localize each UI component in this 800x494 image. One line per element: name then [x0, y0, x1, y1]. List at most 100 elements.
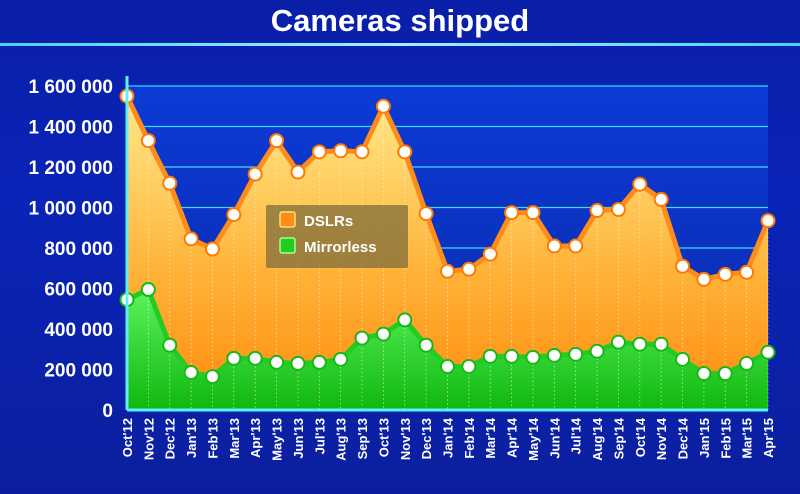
point-dslrs [568, 238, 584, 254]
legend: DSLRs Mirrorless [266, 205, 408, 268]
point-dslrs [760, 213, 776, 229]
y-tick-label: 1 600 000 [28, 77, 113, 98]
point-mirrorless [525, 349, 541, 365]
series-area-dslrs [127, 96, 768, 410]
x-tick-label: Sep'14 [611, 417, 626, 459]
x-tick-label: Dec'13 [419, 418, 434, 459]
point-dslrs [140, 133, 156, 149]
point-mirrorless [162, 337, 178, 353]
x-tick-label: Feb'14 [462, 417, 477, 458]
point-dslrs [675, 258, 691, 274]
point-mirrorless [311, 354, 327, 370]
point-mirrorless [760, 344, 776, 360]
x-tick-label: Dec'14 [676, 417, 691, 459]
x-tick-label: Nov'14 [654, 417, 669, 460]
x-tick-label: Oct'12 [120, 418, 135, 457]
point-mirrorless [717, 366, 733, 382]
point-mirrorless [375, 326, 391, 342]
point-dslrs [440, 263, 455, 279]
point-dslrs [739, 264, 755, 280]
point-dslrs [717, 266, 733, 282]
point-dslrs [226, 207, 242, 223]
point-dslrs [397, 144, 413, 160]
x-tick-label: Feb'15 [718, 418, 733, 459]
point-mirrorless [397, 312, 413, 328]
legend-label-dslrs: DSLRs [304, 213, 353, 230]
point-mirrorless [204, 369, 220, 385]
series-area-mirrorless [127, 289, 768, 410]
point-dslrs [461, 261, 477, 277]
point-dslrs [696, 271, 712, 287]
y-tick-label: 600 000 [44, 280, 113, 301]
x-tick-label: Dec'12 [163, 418, 178, 459]
chart-title: Cameras shipped [270, 3, 530, 38]
point-dslrs [546, 238, 562, 254]
x-tick-label: Apr'15 [761, 418, 776, 458]
point-mirrorless [610, 334, 626, 350]
x-tick-label: Apr'13 [248, 418, 263, 458]
point-dslrs [418, 206, 434, 222]
point-mirrorless [418, 337, 434, 353]
x-tick-label: Jan'15 [697, 418, 712, 458]
point-dslrs [653, 191, 669, 207]
point-dslrs [354, 144, 370, 160]
legend-swatch-mirrorless [279, 237, 296, 254]
x-tick-label: Jan'14 [441, 417, 456, 458]
point-dslrs [525, 205, 541, 221]
title-divider [0, 43, 800, 46]
point-mirrorless [546, 347, 562, 363]
y-tick-label: 1 400 000 [28, 118, 113, 139]
point-dslrs [247, 166, 263, 182]
x-tick-label: Jul'14 [569, 417, 584, 454]
point-mirrorless [739, 355, 755, 371]
x-tick-label: Mar'15 [740, 418, 755, 459]
legend-swatch-dslrs [279, 211, 296, 228]
x-tick-label: Mar'13 [227, 418, 242, 459]
point-dslrs [504, 205, 520, 221]
point-dslrs [333, 143, 349, 159]
x-tick-label: Nov'12 [141, 418, 156, 460]
point-mirrorless [653, 336, 669, 352]
point-mirrorless [461, 358, 477, 374]
point-mirrorless [482, 348, 498, 364]
point-dslrs [162, 175, 178, 191]
point-dslrs [482, 246, 498, 262]
x-tick-label: May'14 [526, 417, 541, 461]
point-dslrs [290, 164, 306, 180]
point-mirrorless [632, 336, 648, 352]
x-tick-label: Aug'14 [590, 417, 605, 461]
x-tick-label: Feb'13 [205, 418, 220, 459]
x-tick-label: Apr'14 [505, 417, 520, 458]
x-tick-label: Jan'13 [184, 418, 199, 458]
x-tick-label: Aug'13 [334, 418, 349, 461]
point-mirrorless [269, 354, 285, 370]
point-dslrs [610, 202, 626, 218]
x-tick-label: Oct'14 [633, 417, 648, 457]
point-mirrorless [675, 351, 691, 367]
legend-box [266, 205, 408, 268]
y-tick-label: 0 [102, 401, 113, 422]
x-tick-label: May'13 [270, 418, 285, 461]
point-mirrorless [440, 358, 455, 374]
x-tick-label: Jun'13 [291, 418, 306, 459]
point-mirrorless [247, 350, 263, 366]
point-mirrorless [354, 330, 370, 346]
y-tick-label: 400 000 [44, 320, 113, 341]
y-tick-label: 1 000 000 [28, 199, 113, 220]
y-tick-label: 200 000 [44, 361, 113, 382]
point-mirrorless [696, 366, 712, 382]
x-tick-label: Mar'14 [483, 417, 498, 458]
x-tick-label: Nov'13 [398, 418, 413, 460]
point-mirrorless [333, 351, 349, 367]
point-mirrorless [226, 350, 242, 366]
point-dslrs [269, 133, 285, 149]
y-tick-label: 800 000 [44, 239, 113, 260]
point-mirrorless [140, 282, 156, 298]
x-tick-label: Jul'13 [312, 418, 327, 454]
x-tick-label: Jun'14 [547, 417, 562, 458]
point-dslrs [183, 231, 199, 247]
x-tick-label: Sep'13 [355, 418, 370, 459]
point-mirrorless [290, 355, 306, 371]
